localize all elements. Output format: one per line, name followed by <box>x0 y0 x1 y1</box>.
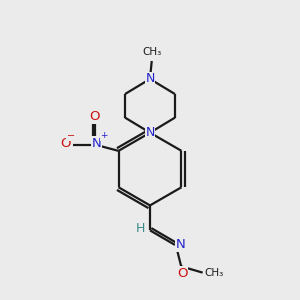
Text: CH₃: CH₃ <box>204 268 224 278</box>
Text: +: + <box>100 131 108 140</box>
Text: CH₃: CH₃ <box>142 47 161 57</box>
Text: N: N <box>92 137 101 150</box>
Text: O: O <box>61 137 71 150</box>
Text: N: N <box>145 73 155 85</box>
Text: H: H <box>136 223 145 236</box>
Text: O: O <box>90 110 100 123</box>
Text: −: − <box>67 130 75 141</box>
Text: N: N <box>145 126 155 139</box>
Text: N: N <box>175 238 185 251</box>
Text: O: O <box>177 267 188 280</box>
